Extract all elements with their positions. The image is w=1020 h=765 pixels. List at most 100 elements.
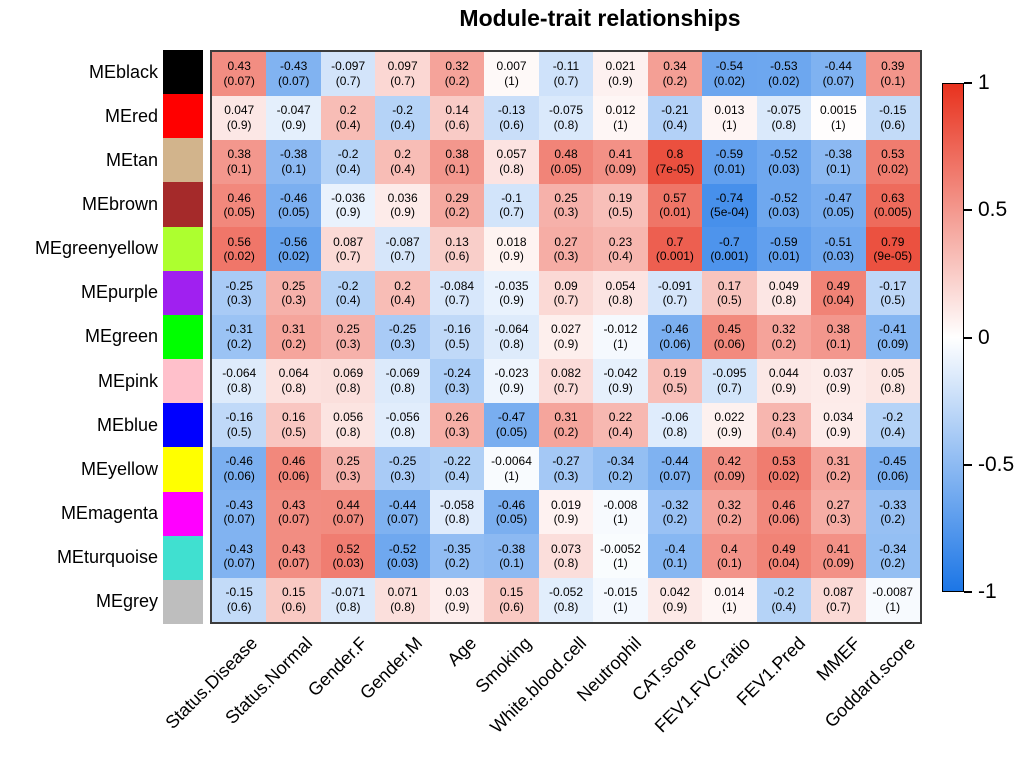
heatmap-cell: 0.25 (0.3)	[320, 446, 376, 491]
cell-pvalue: (0.8)	[771, 117, 797, 132]
cell-correlation-value: 0.38	[445, 146, 469, 161]
cell-correlation-value: 0.057	[496, 146, 527, 161]
cell-pvalue: (0.9)	[390, 205, 415, 220]
heatmap-cell: 0.43 (0.07)	[266, 534, 321, 579]
cell-correlation-value: 0.087	[823, 585, 854, 600]
colorbar-tick-label: -1	[978, 580, 997, 603]
cell-correlation-value: -0.095	[712, 366, 747, 381]
heatmap-cell: 0.27 (0.3)	[811, 490, 866, 535]
heatmap-cell: 0.064 (0.8)	[266, 358, 321, 403]
cell-pvalue: (0.7)	[553, 380, 579, 395]
heatmap-cell: -0.27 (0.3)	[538, 446, 594, 491]
heatmap-cell: -0.74 (5e-04)	[702, 183, 757, 228]
heatmap-cell: 0.014 (1)	[702, 578, 757, 622]
heatmap-cell: -0.56 (0.02)	[266, 227, 321, 272]
cell-pvalue: (0.02)	[877, 161, 909, 176]
heatmap-cell: -0.34 (0.2)	[593, 446, 648, 491]
heatmap-grid: 0.43 (0.07) -0.43 (0.07) -0.097 (0.7) 0.097 (0.…	[210, 50, 922, 624]
heatmap-cell: 0.013 (1)	[702, 95, 757, 140]
cell-correlation-value: 0.007	[496, 59, 527, 74]
cell-pvalue: (0.9)	[608, 380, 633, 395]
cell-correlation-value: 0.43	[282, 541, 306, 556]
cell-correlation-value: 0.26	[445, 410, 469, 425]
cell-correlation-value: -0.15	[225, 585, 253, 600]
heatmap-cell: 0.2 (0.4)	[320, 95, 376, 140]
cell-pvalue: (0.8)	[499, 161, 524, 176]
cell-pvalue: (0.1)	[281, 161, 307, 176]
cell-correlation-value: 0.38	[227, 146, 251, 161]
cell-pvalue: (0.6)	[499, 117, 524, 132]
heatmap-cell: -0.54 (0.02)	[702, 52, 757, 96]
cell-pvalue: (0.4)	[390, 117, 415, 132]
heatmap-cell: 0.073 (0.8)	[538, 534, 594, 579]
cell-pvalue: (0.6)	[226, 600, 252, 615]
cell-correlation-value: 0.071	[387, 585, 418, 600]
cell-correlation-value: 0.021	[605, 59, 636, 74]
cell-correlation-value: -0.43	[280, 59, 308, 74]
cell-pvalue: (0.07)	[386, 512, 419, 527]
cell-pvalue: (0.7)	[499, 205, 524, 220]
heatmap-cell: -0.25 (0.3)	[375, 446, 430, 491]
cell-correlation-value: -0.2	[882, 410, 904, 425]
cell-correlation-value: 0.43	[227, 59, 251, 74]
cell-pvalue: (0.05)	[822, 205, 854, 220]
cell-pvalue: (0.3)	[553, 205, 579, 220]
cell-pvalue: (0.5)	[444, 336, 470, 351]
heatmap-cell: 0.8 (7e-05)	[647, 139, 703, 184]
cell-pvalue: (0.9)	[499, 249, 524, 264]
cell-pvalue: (0.07)	[659, 468, 691, 483]
cell-pvalue: (0.001)	[710, 249, 749, 264]
cell-correlation-value: 0.41	[826, 541, 850, 556]
cell-pvalue: (0.7)	[662, 293, 688, 308]
cell-correlation-value: -0.036	[331, 190, 366, 205]
heatmap-cell: -0.43 (0.07)	[266, 52, 321, 96]
heatmap-cell: 0.46 (0.05)	[212, 183, 267, 228]
cell-pvalue: (0.1)	[444, 161, 470, 176]
heatmap-cell: -0.2 (0.4)	[320, 271, 376, 316]
heatmap-cell: -0.069 (0.8)	[375, 358, 430, 403]
cell-pvalue: (0.04)	[822, 293, 854, 308]
heatmap-cell: -0.2 (0.4)	[865, 402, 920, 447]
cell-correlation-value: 0.064	[278, 366, 309, 381]
cell-correlation-value: 0.32	[772, 322, 796, 337]
heatmap-cell: 0.32 (0.2)	[756, 315, 812, 359]
cell-correlation-value: -0.2	[337, 278, 359, 293]
cell-correlation-value: 0.036	[387, 190, 418, 205]
cell-correlation-value: -0.52	[388, 541, 417, 556]
cell-pvalue: (0.4)	[390, 293, 415, 308]
heatmap-cell: -0.015 (1)	[593, 578, 648, 622]
cell-correlation-value: 0.46	[227, 190, 251, 205]
heatmap-cell: 0.019 (0.9)	[538, 490, 594, 535]
cell-correlation-value: -0.32	[661, 497, 689, 512]
cell-pvalue: (0.6)	[444, 117, 470, 132]
heatmap-cell: -0.59 (0.01)	[756, 227, 812, 272]
cell-correlation-value: -0.44	[661, 453, 689, 468]
heatmap-cell: -0.41 (0.09)	[865, 315, 920, 359]
heatmap-cell: 0.03 (0.9)	[429, 578, 485, 622]
cell-pvalue: (0.3)	[444, 424, 470, 439]
cell-pvalue: (0.1)	[499, 556, 524, 571]
cell-pvalue: (0.9)	[608, 73, 633, 88]
cell-pvalue: (0.01)	[713, 161, 746, 176]
cell-pvalue: (0.8)	[880, 380, 906, 395]
cell-pvalue: (0.06)	[877, 468, 909, 483]
heatmap-cell: 0.34 (0.2)	[647, 52, 703, 96]
cell-correlation-value: 0.32	[717, 497, 742, 512]
cell-correlation-value: 0.31	[282, 322, 306, 337]
cell-pvalue: (0.4)	[662, 117, 688, 132]
heatmap-cell: 0.32 (0.2)	[429, 52, 485, 96]
cell-correlation-value: 0.52	[336, 541, 360, 556]
heatmap-cell: 0.41 (0.09)	[811, 534, 866, 579]
heatmap-cell: 0.27 (0.3)	[538, 227, 594, 272]
cell-pvalue: (1)	[613, 512, 628, 527]
heatmap-cell: -0.16 (0.5)	[212, 402, 267, 447]
module-swatch-MEpink	[163, 359, 203, 404]
cell-correlation-value: 0.013	[714, 103, 745, 118]
cell-correlation-value: 0.018	[496, 234, 527, 249]
cell-pvalue: (1)	[613, 336, 628, 351]
heatmap-cell: -0.46 (0.06)	[212, 446, 267, 491]
cell-correlation-value: 0.57	[663, 190, 687, 205]
heatmap-cell: 0.63 (0.005)	[865, 183, 920, 228]
cell-correlation-value: -0.47	[824, 190, 852, 205]
cell-pvalue: (0.4)	[335, 293, 361, 308]
